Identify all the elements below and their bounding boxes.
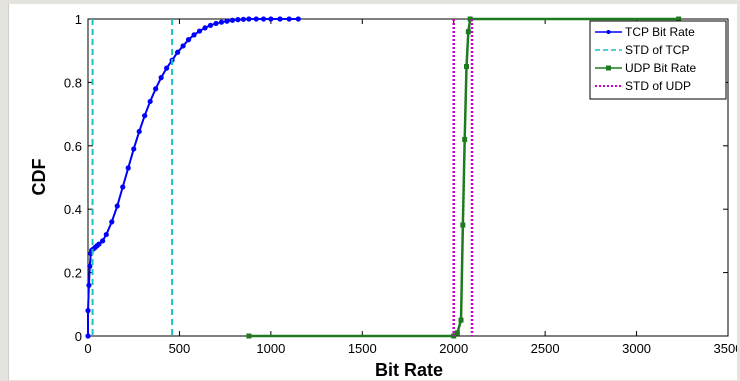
data-point [142, 113, 148, 119]
x-tick-label: 1000 [256, 341, 285, 356]
data-point [286, 16, 292, 22]
data-point [175, 49, 181, 55]
data-point [465, 29, 471, 35]
legend-marker [606, 30, 611, 34]
x-tick-label: 0 [84, 341, 91, 356]
data-point [114, 203, 120, 209]
data-point [158, 75, 164, 81]
data-point [153, 86, 159, 92]
data-point [86, 282, 92, 288]
data-point [277, 16, 283, 22]
data-point [185, 37, 192, 43]
data-point [229, 17, 236, 23]
data-point [213, 20, 219, 27]
data-point [202, 25, 208, 31]
y-tick-label: 0.2 [64, 266, 82, 281]
x-tick-label: 1500 [348, 341, 377, 356]
x-tick-label: 2500 [531, 341, 560, 356]
data-point [164, 65, 170, 71]
y-axis-title: CDF [29, 159, 49, 196]
data-point [96, 241, 102, 247]
data-point [246, 16, 252, 22]
x-tick-label: 2000 [439, 341, 468, 356]
data-point [136, 128, 142, 135]
data-point [260, 16, 267, 22]
data-point [109, 219, 115, 225]
data-point [120, 184, 126, 190]
legend-marker [606, 65, 611, 71]
legend-label: STD of UDP [625, 79, 691, 93]
data-point [85, 308, 91, 314]
data-point [131, 146, 137, 152]
y-tick-label: 1 [75, 12, 82, 27]
y-tick-label: 0.8 [64, 75, 82, 90]
data-point [224, 18, 230, 24]
data-point [87, 263, 93, 269]
data-point [147, 98, 153, 105]
data-point [218, 19, 225, 25]
data-point [125, 165, 131, 171]
y-tick-label: 0.6 [64, 139, 82, 154]
data-point [103, 231, 109, 238]
legend-label: STD of TCP [625, 43, 689, 57]
data-point [180, 43, 186, 49]
data-point [467, 16, 473, 22]
data-point [100, 238, 106, 244]
legend: TCP Bit Rate STD of TCP UDP Bit Rate STD of… [589, 20, 727, 100]
data-point [191, 32, 197, 38]
legend-label: TCP Bit Rate [625, 25, 695, 39]
data-point [207, 22, 214, 28]
data-point [268, 16, 274, 22]
data-point [85, 333, 91, 339]
data-point [460, 222, 466, 228]
series-layer [85, 16, 682, 339]
x-tick-label: 500 [169, 341, 191, 356]
data-point [240, 16, 247, 22]
data-point [676, 16, 682, 22]
data-point [235, 17, 241, 23]
data-point [253, 16, 259, 22]
legend-label: UDP Bit Rate [625, 61, 696, 75]
data-point [462, 136, 468, 142]
data-point [464, 64, 470, 70]
y-tick-label: 0.4 [64, 202, 82, 217]
y-tick-label: 0 [75, 329, 82, 344]
x-axis-title: Bit Rate [375, 360, 443, 380]
data-point [246, 333, 252, 339]
data-point [295, 16, 301, 22]
data-point [454, 330, 460, 336]
data-point [458, 317, 464, 323]
x-tick-label: 3000 [622, 341, 651, 356]
data-point [196, 28, 203, 34]
